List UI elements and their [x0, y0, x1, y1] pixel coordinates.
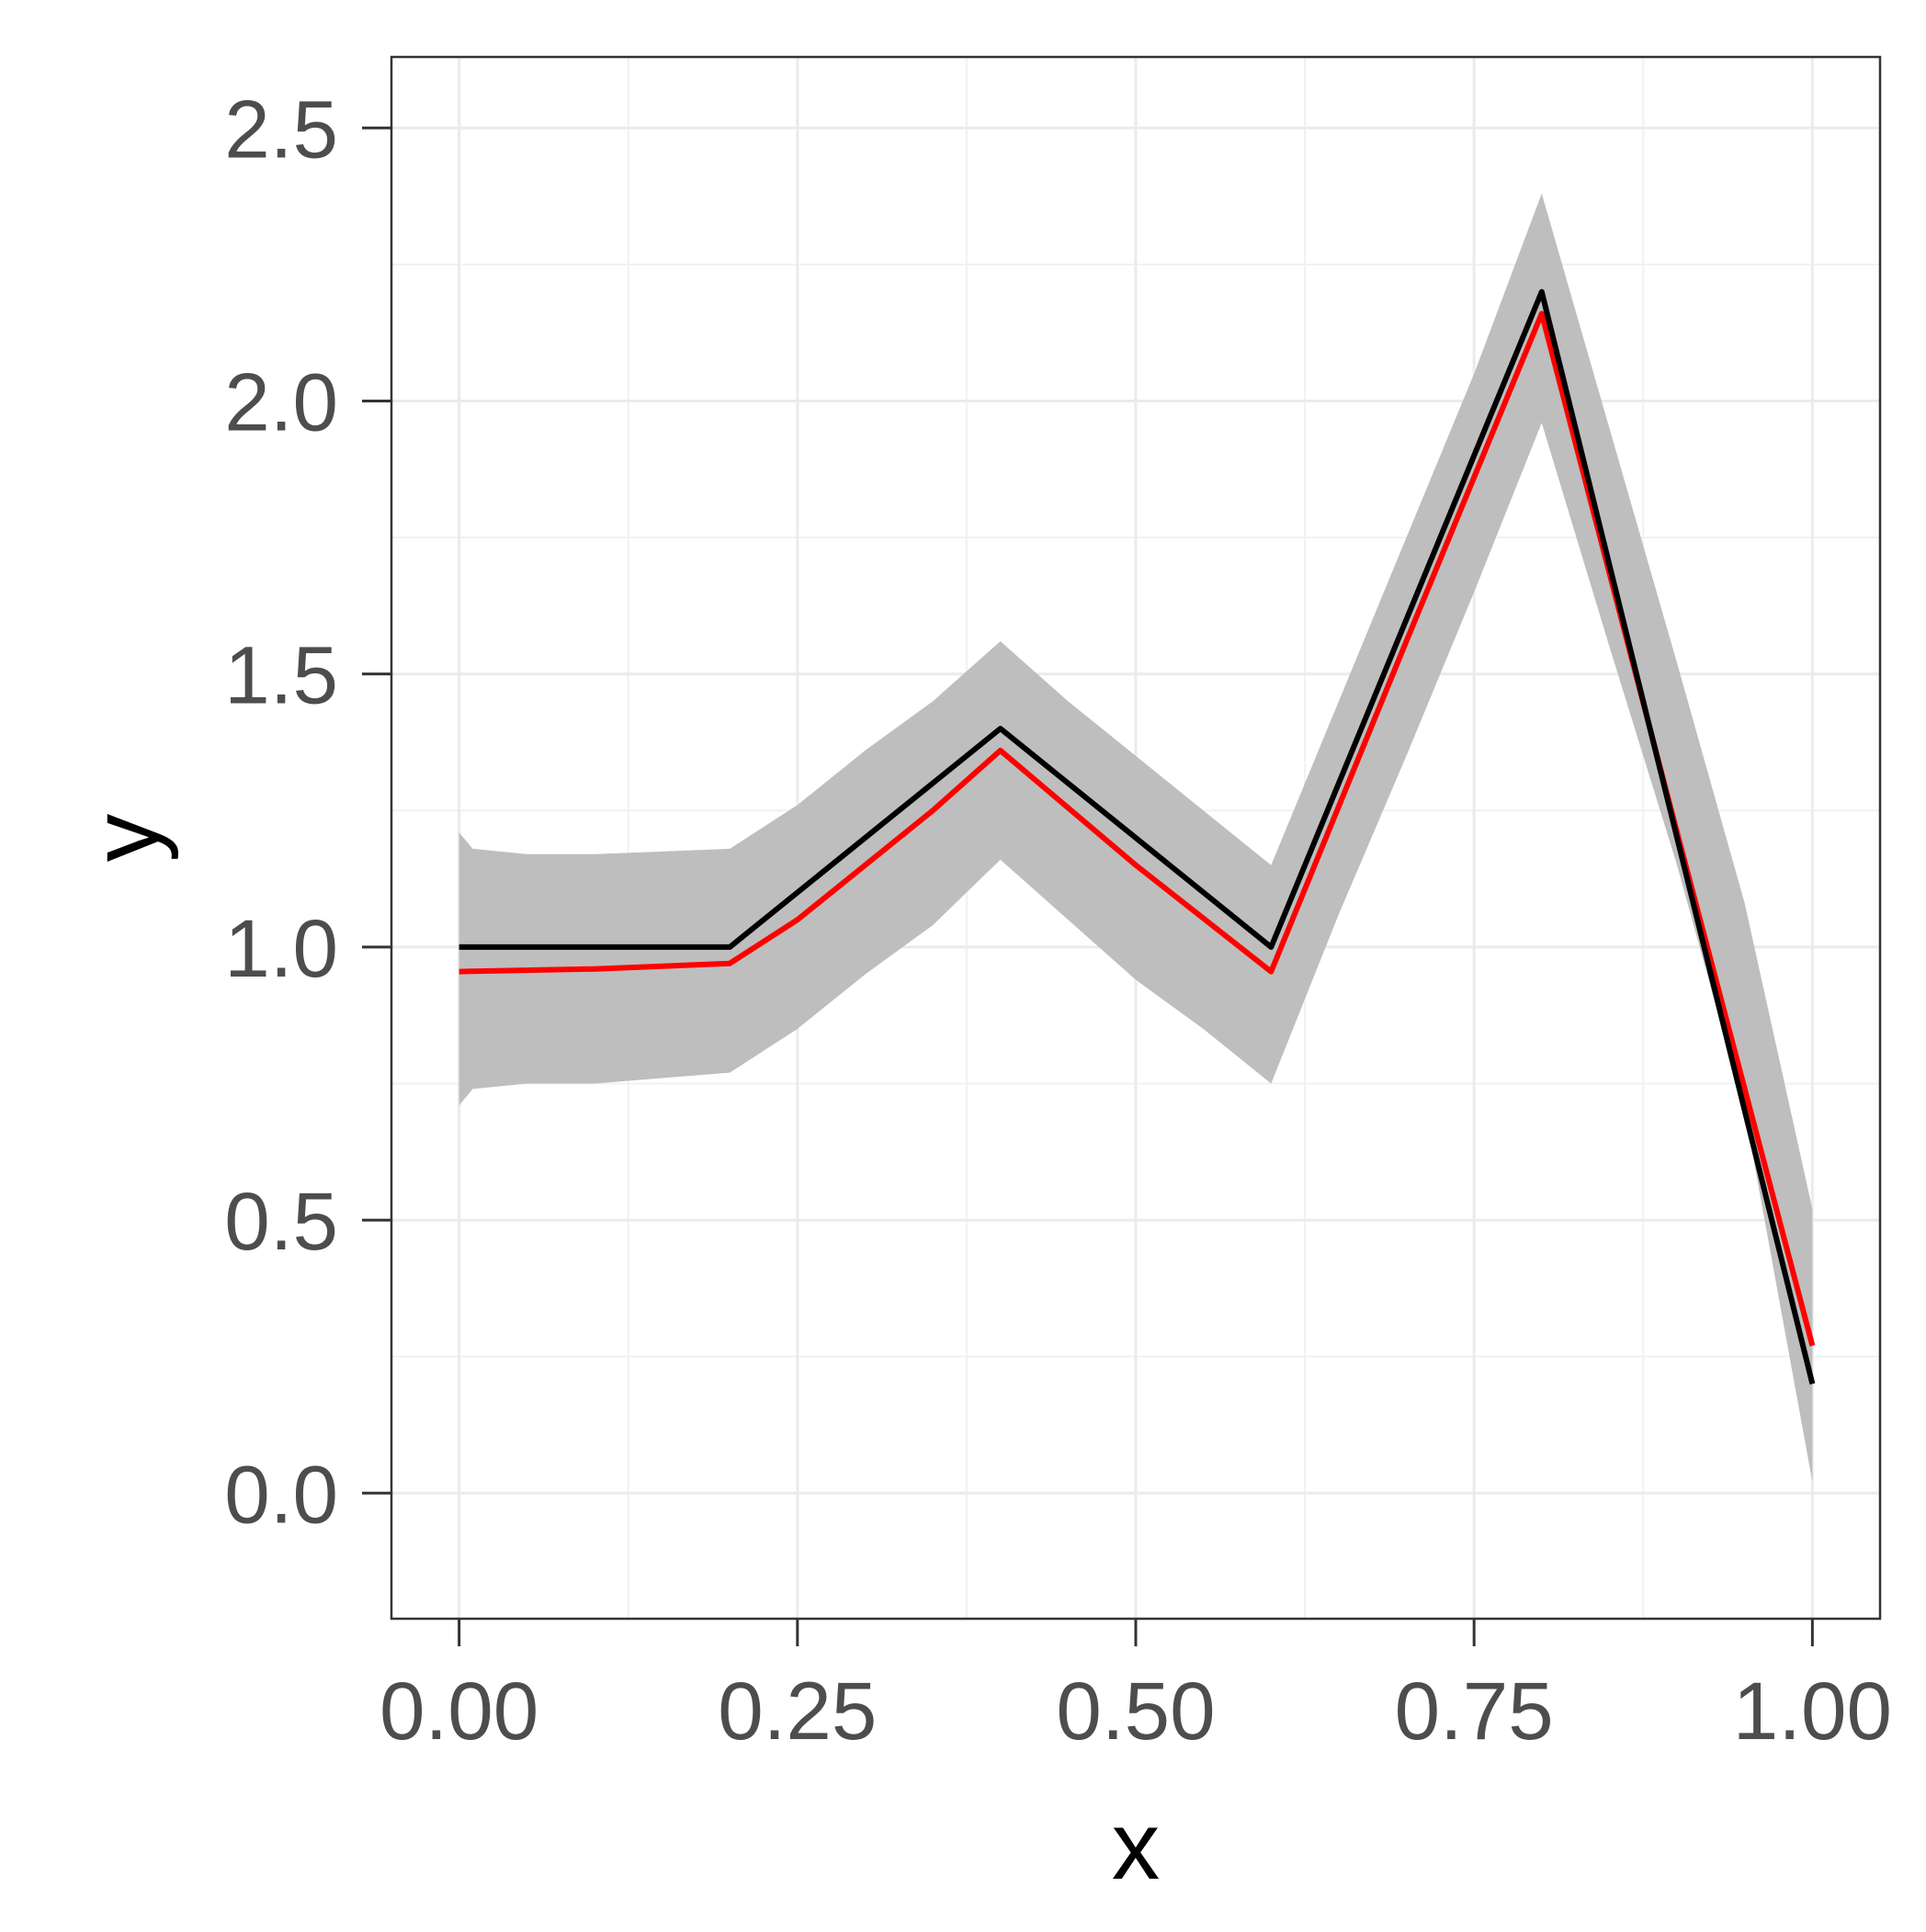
y-tick-label: 1.0 — [224, 902, 338, 994]
y-tick-label: 0.0 — [224, 1448, 338, 1540]
y-axis-title: y — [72, 813, 179, 862]
y-tick-label: 0.5 — [224, 1175, 338, 1267]
x-tick-label: 0.50 — [1056, 1665, 1215, 1757]
series-layer — [459, 288, 1816, 1385]
x-tick-label: 0.25 — [718, 1665, 877, 1757]
x-axis-title: x — [1112, 1792, 1161, 1900]
x-tick-label: 0.75 — [1395, 1665, 1554, 1757]
y-tick-label: 2.5 — [224, 83, 338, 175]
y-tick-label: 1.5 — [224, 629, 338, 721]
x-tick-label: 0.00 — [380, 1665, 538, 1757]
series-line-red — [459, 311, 1816, 1347]
y-axis: 0.0 0.5 1.0 1.5 2.0 2.5 — [224, 83, 391, 1540]
y-tick-label: 2.0 — [224, 356, 338, 447]
x-tick-label: 1.00 — [1733, 1665, 1892, 1757]
x-axis: 0.00 0.25 0.50 0.75 1.00 — [380, 1619, 1892, 1757]
series-line-black — [459, 288, 1816, 1385]
